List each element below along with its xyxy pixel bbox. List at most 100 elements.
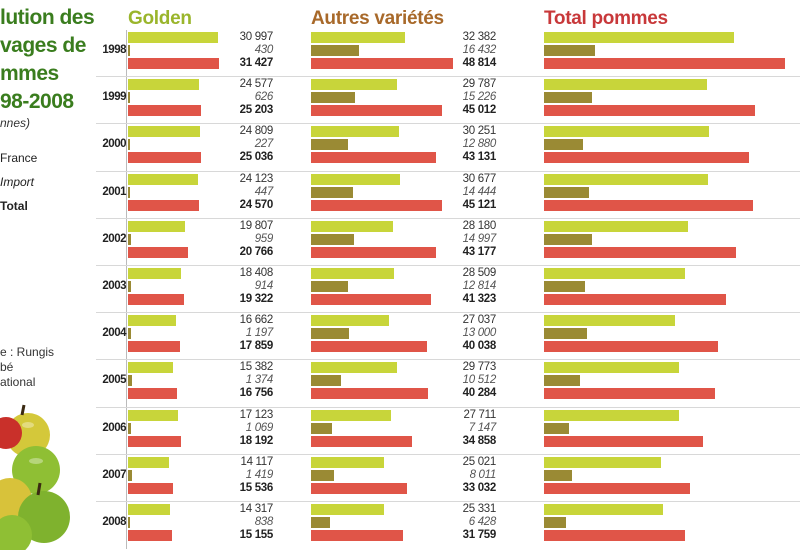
value-label: 55 060 bbox=[780, 125, 800, 138]
year-label-2002: 2002 bbox=[102, 232, 126, 245]
year-label-2006: 2006 bbox=[102, 421, 126, 434]
bar-0-import bbox=[128, 469, 133, 481]
value-label: 24 577 bbox=[239, 78, 274, 91]
bar-0-import bbox=[128, 92, 130, 104]
value-label: 18 192 bbox=[239, 434, 274, 447]
legend-total: Total bbox=[0, 199, 28, 213]
bar-1-import bbox=[311, 281, 349, 292]
row-separator bbox=[96, 217, 800, 219]
value-label: 626 bbox=[254, 91, 274, 104]
bar-2-france bbox=[544, 504, 663, 515]
source-line-2: bé bbox=[0, 360, 14, 374]
bar-2-import bbox=[544, 328, 587, 340]
bar-0-france bbox=[128, 79, 200, 91]
value-label: 15 155 bbox=[239, 529, 274, 541]
value-label: 27 037 bbox=[462, 314, 497, 327]
value-label: 14 997 bbox=[462, 232, 497, 245]
value-label: 63 943 bbox=[780, 246, 800, 259]
row-separator bbox=[96, 123, 800, 125]
value-label: 19 807 bbox=[239, 219, 274, 232]
value-label: 14 317 bbox=[239, 503, 274, 515]
value-label: 12 880 bbox=[462, 138, 497, 151]
value-label: 28 180 bbox=[462, 219, 497, 232]
bar-0-total bbox=[128, 58, 220, 69]
value-label: 8 011 bbox=[469, 468, 497, 481]
bar-0-import bbox=[128, 45, 130, 56]
value-label: 227 bbox=[254, 138, 274, 151]
value-label: 70 216 bbox=[780, 104, 800, 117]
bar-2-france bbox=[544, 79, 708, 91]
bar-2-france bbox=[544, 362, 680, 374]
bar-1-france bbox=[311, 362, 398, 374]
bar-2-france bbox=[544, 315, 676, 327]
value-label: 9 430 bbox=[780, 469, 800, 482]
row-separator bbox=[96, 453, 800, 455]
bar-1-france bbox=[311, 456, 384, 468]
value-label: 43 699 bbox=[780, 314, 800, 327]
bar-2-total bbox=[544, 105, 755, 117]
bar-0-total bbox=[128, 246, 189, 258]
bar-1-import bbox=[311, 375, 342, 387]
value-label: 16 862 bbox=[780, 44, 800, 57]
bar-1-total bbox=[311, 435, 413, 447]
bar-2-france bbox=[544, 220, 688, 232]
row-separator bbox=[96, 359, 800, 361]
bar-2-total bbox=[544, 435, 704, 447]
value-label: 40 038 bbox=[462, 340, 497, 353]
bar-1-import bbox=[311, 422, 332, 434]
year-label-2004: 2004 bbox=[102, 327, 126, 340]
column-title-1: Autres variétés bbox=[311, 8, 444, 29]
source-line-1: e : Rungis bbox=[0, 345, 55, 359]
bar-2-import bbox=[544, 517, 566, 528]
value-label: 25 021 bbox=[462, 455, 497, 468]
bar-2-total bbox=[544, 388, 716, 400]
bar-2-total bbox=[544, 199, 754, 211]
value-label: 60 645 bbox=[780, 293, 800, 306]
value-label: 10 512 bbox=[462, 374, 497, 387]
bar-1-france bbox=[311, 315, 390, 327]
value-label: 30 997 bbox=[239, 31, 274, 43]
bar-1-import bbox=[311, 469, 335, 481]
value-label: 24 570 bbox=[239, 198, 274, 211]
bar-2-import bbox=[544, 45, 595, 56]
value-label: 12 814 bbox=[462, 280, 497, 292]
value-label: 31 759 bbox=[462, 529, 497, 541]
value-label: 57 896 bbox=[780, 340, 800, 353]
bar-1-france bbox=[311, 126, 399, 138]
year-label-1998: 1998 bbox=[102, 44, 126, 56]
value-label: 43 177 bbox=[462, 245, 497, 258]
bar-0-total bbox=[128, 294, 185, 305]
value-label: 54 364 bbox=[780, 78, 800, 91]
value-label: 1 197 bbox=[245, 327, 274, 340]
bar-1-total bbox=[311, 482, 407, 494]
value-label: 13 728 bbox=[780, 280, 800, 293]
bar-1-import bbox=[311, 328, 349, 340]
bar-2-import bbox=[544, 281, 586, 292]
bar-0-total bbox=[128, 530, 172, 541]
bar-0-import bbox=[128, 186, 130, 198]
bar-1-total bbox=[311, 199, 442, 211]
value-label: 40 284 bbox=[462, 387, 497, 400]
value-label: 14 891 bbox=[780, 186, 800, 199]
chart-title-line-3: mmes bbox=[0, 62, 59, 85]
bar-2-total bbox=[544, 530, 685, 541]
bar-2-import bbox=[544, 375, 580, 387]
value-label: 57 040 bbox=[780, 387, 800, 400]
value-label: 914 bbox=[254, 280, 274, 292]
value-label: 41 323 bbox=[462, 293, 497, 305]
year-label-1999: 1999 bbox=[102, 91, 126, 104]
left-panel: lution des vages de mmes 98-2008 nnes) F… bbox=[0, 0, 100, 550]
bar-0-import bbox=[128, 517, 131, 528]
bar-2-total bbox=[544, 246, 736, 258]
row-separator bbox=[96, 312, 800, 314]
bar-0-total bbox=[128, 482, 174, 494]
value-label: 16 432 bbox=[462, 44, 497, 56]
bar-1-total bbox=[311, 341, 428, 353]
value-label: 39 138 bbox=[780, 456, 800, 469]
bar-0-import bbox=[128, 375, 132, 387]
bar-0-france bbox=[128, 126, 200, 138]
year-label-2001: 2001 bbox=[102, 185, 126, 198]
value-label: 45 121 bbox=[462, 198, 497, 211]
source-line-3: ational bbox=[0, 375, 36, 389]
bar-2-france bbox=[544, 126, 710, 138]
